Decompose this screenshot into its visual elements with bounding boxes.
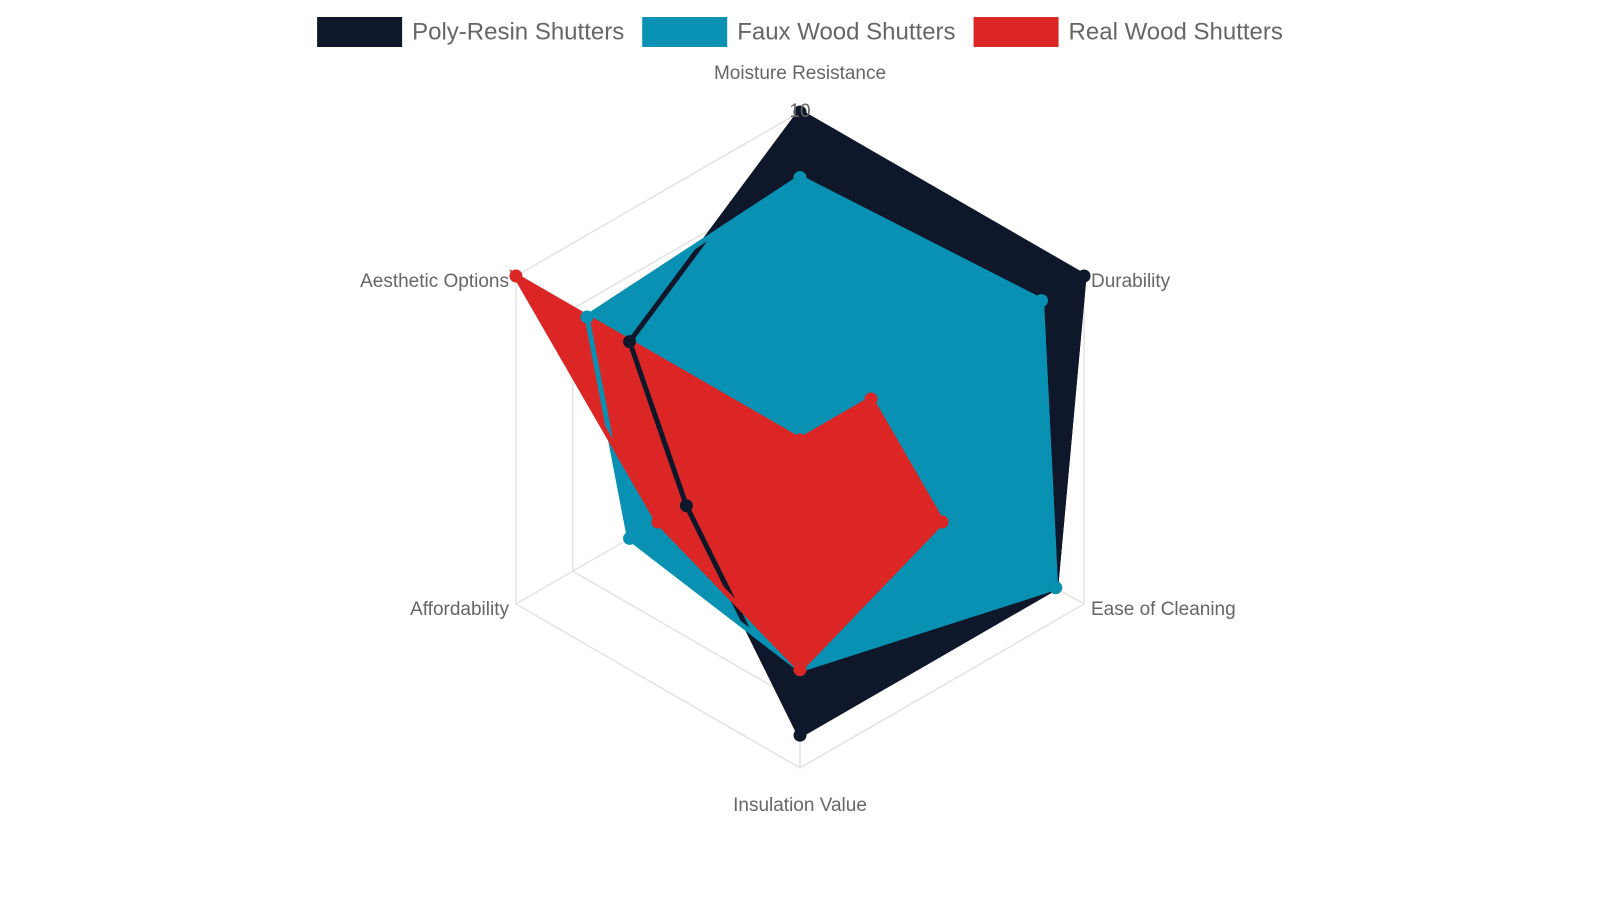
data-point[interactable] (1049, 581, 1063, 595)
data-point[interactable] (864, 392, 878, 406)
legend-swatch (317, 17, 403, 47)
legend-item[interactable]: Faux Wood Shutters (642, 17, 956, 47)
data-point[interactable] (509, 269, 523, 283)
axis-label: Moisture Resistance (714, 63, 886, 84)
legend-label: Poly-Resin Shutters (412, 18, 624, 45)
axis-label: Insulation Value (733, 795, 867, 816)
legend-label: Faux Wood Shutters (737, 18, 955, 45)
data-point[interactable] (623, 335, 637, 349)
data-point[interactable] (793, 433, 807, 447)
data-point[interactable] (623, 531, 637, 545)
data-point[interactable] (580, 310, 594, 324)
legend-swatch (973, 17, 1059, 47)
data-point[interactable] (793, 105, 807, 119)
legend-item[interactable]: Real Wood Shutters (973, 17, 1283, 47)
data-point[interactable] (793, 663, 807, 677)
data-point[interactable] (793, 171, 807, 185)
axis-label: Aesthetic Options (360, 271, 509, 292)
axis-label: Affordability (410, 599, 509, 620)
legend-swatch (642, 17, 728, 47)
data-point[interactable] (679, 499, 693, 513)
series-layer (509, 105, 1091, 742)
axis-labels: Moisture Resistance Durability Ease of Cle… (360, 63, 1236, 816)
data-point[interactable] (935, 515, 949, 529)
tick-label-max: 10 (789, 101, 810, 122)
legend: Poly-Resin Shutters Faux Wood Shutters Rea… (317, 17, 1283, 47)
legend-label: Real Wood Shutters (1069, 18, 1283, 45)
data-point[interactable] (1034, 294, 1048, 308)
data-point[interactable] (793, 728, 807, 742)
axis-label: Durability (1091, 271, 1171, 292)
legend-item[interactable]: Poly-Resin Shutters (317, 17, 624, 47)
data-point[interactable] (651, 515, 665, 529)
tick-labels: 10 (789, 101, 810, 122)
data-point[interactable] (1077, 269, 1091, 283)
axis-label: Ease of Cleaning (1091, 599, 1236, 620)
